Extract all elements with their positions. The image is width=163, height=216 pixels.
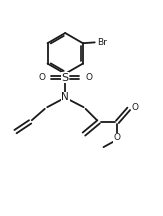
Text: O: O bbox=[85, 73, 92, 82]
Text: N: N bbox=[61, 92, 69, 102]
Text: O: O bbox=[38, 73, 45, 82]
Text: O: O bbox=[132, 103, 139, 113]
Text: O: O bbox=[114, 133, 121, 142]
Text: Br: Br bbox=[97, 38, 107, 47]
Text: S: S bbox=[62, 73, 69, 83]
